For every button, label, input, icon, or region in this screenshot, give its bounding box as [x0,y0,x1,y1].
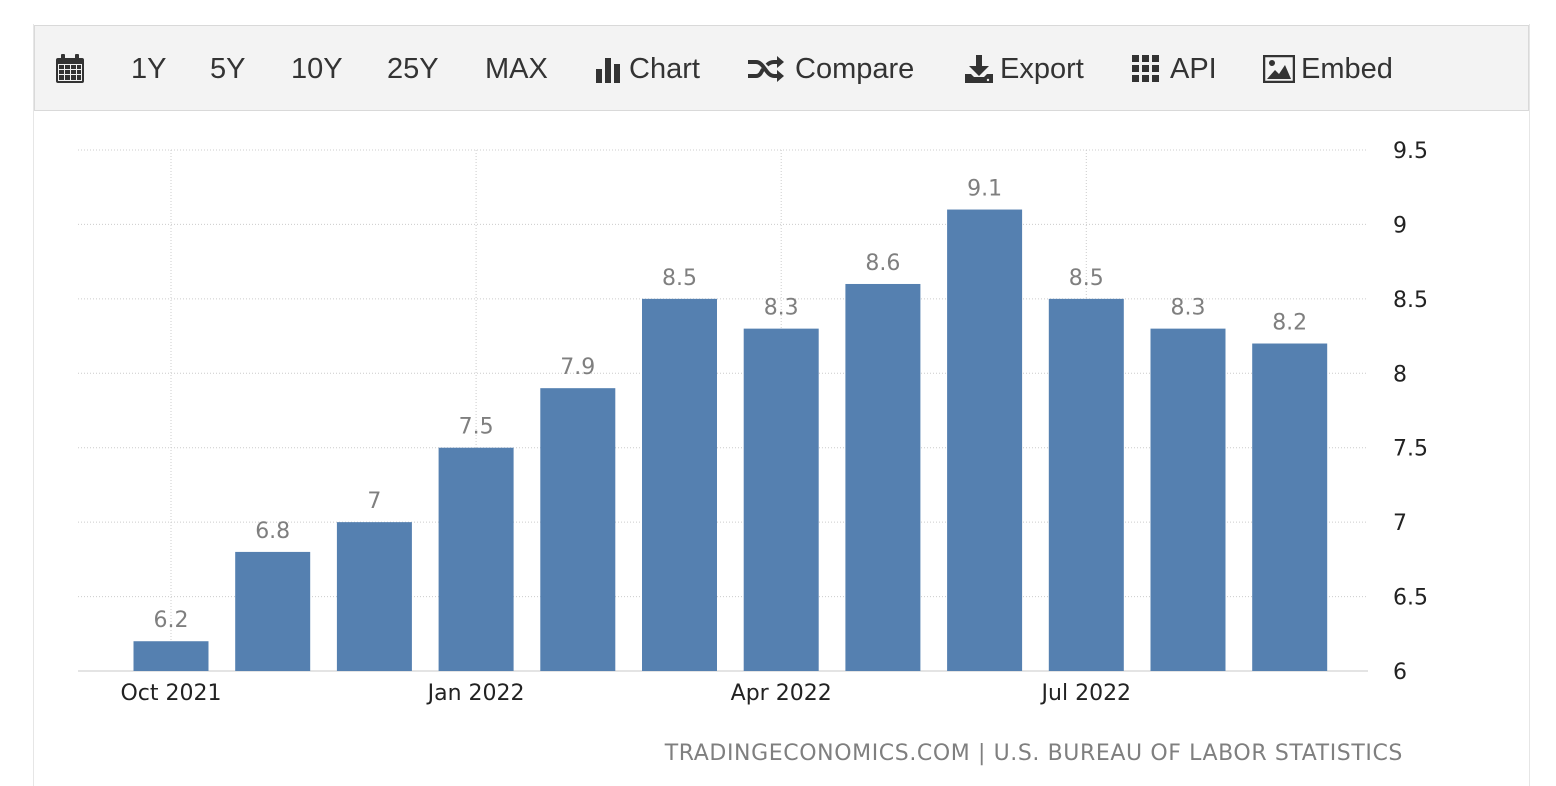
grid-icon [1132,55,1159,82]
data-label: 8.2 [1272,311,1307,336]
bar [336,522,412,671]
bar-chart-icon [596,58,620,83]
image-icon [1263,55,1295,83]
bar [438,447,514,671]
data-label: 6.8 [255,519,290,544]
y-tick-label: 7 [1393,511,1407,536]
download-icon [965,55,993,83]
calendar-icon [56,54,84,83]
bar [235,551,311,671]
bar [540,388,616,671]
chart-frame [33,24,1530,786]
data-label: 8.6 [865,251,900,276]
bar [1252,343,1328,671]
data-label: 9.1 [967,177,1002,202]
range-10y-button[interactable]: 10Y [291,52,343,85]
export-button[interactable]: Export [964,26,1084,112]
embed-button[interactable]: Embed [1263,26,1393,112]
y-tick-label: 8 [1393,362,1407,387]
range-25y-button[interactable]: 25Y [387,52,439,85]
api-button[interactable]: API [1132,26,1217,112]
data-label: 7.5 [459,415,494,440]
y-tick-label: 9.5 [1393,139,1428,164]
calendar-button[interactable] [55,26,85,112]
shuffle-icon [748,56,784,82]
data-label: 8.5 [662,266,697,291]
compare-button[interactable]: Compare [747,26,914,112]
x-tick-label: Jul 2022 [1040,681,1132,706]
y-tick-label: 9 [1393,213,1407,238]
chart-toolbar: 1Y 5Y 10Y 25Y MAX Chart Compare [34,25,1529,111]
y-tick-label: 8.5 [1393,288,1428,313]
data-label: 7.9 [560,355,595,380]
y-tick-label: 6.5 [1393,586,1428,611]
x-tick-label: Apr 2022 [731,681,832,706]
data-label: 8.5 [1069,266,1104,291]
data-label: 6.2 [154,608,189,633]
x-tick-label: Jan 2022 [426,681,525,706]
bar [133,641,209,671]
range-max-button[interactable]: MAX [485,52,548,85]
bar [642,298,717,671]
y-tick-label: 6 [1393,660,1407,685]
bar [1048,298,1124,671]
data-label: 8.3 [1171,296,1206,321]
x-tick-label: Oct 2021 [120,681,221,706]
bar [845,283,921,671]
data-label: 7 [367,489,381,514]
range-1y-button[interactable]: 1Y [131,52,167,85]
bar [743,328,819,671]
bar [1150,328,1226,671]
source-credit: TRADINGECONOMICS.COM | U.S. BUREAU OF LA… [664,741,1403,766]
y-tick-label: 7.5 [1393,437,1428,462]
data-label: 8.3 [764,296,799,321]
bar-chart: 6 6.5 7 7.5 8 8.5 9 9.5 6.2 6.8 7 7.5 7.9 8.5 8.3 8.6 9.… [78,139,1428,706]
chart-type-button[interactable]: Chart [595,26,700,112]
bar [947,209,1023,672]
range-5y-button[interactable]: 5Y [210,52,246,85]
